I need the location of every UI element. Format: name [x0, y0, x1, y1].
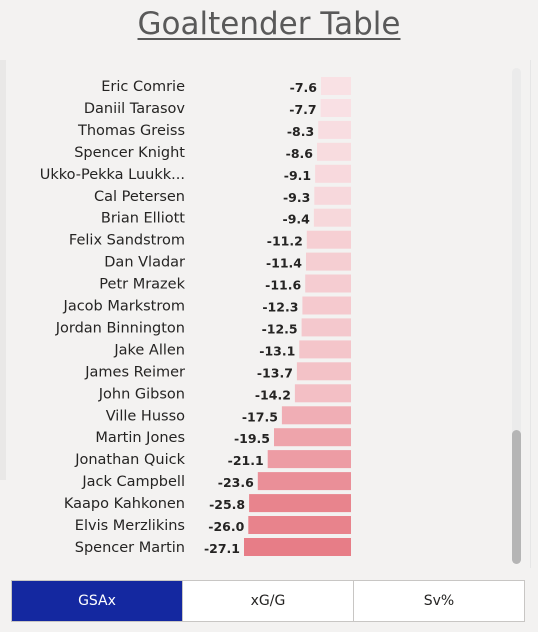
table-panel: [0, 60, 531, 568]
side-handle: [0, 60, 6, 480]
category-label: Martin Jones: [95, 430, 185, 446]
data-label: -9.4: [283, 212, 311, 227]
bar[interactable]: [305, 274, 351, 293]
category-label: Ukko-Pekka Luukk...: [40, 167, 185, 183]
data-label: -9.1: [284, 168, 311, 183]
bar[interactable]: [318, 120, 351, 139]
data-label: -11.6: [265, 278, 301, 293]
bar[interactable]: [301, 318, 351, 337]
scrollbar-thumb[interactable]: [512, 430, 521, 564]
category-label: Ville Husso: [106, 408, 185, 424]
data-label: -21.1: [228, 453, 264, 468]
bar[interactable]: [320, 99, 351, 117]
category-label: Jordan Binnington: [55, 320, 185, 336]
category-label: Eric Comrie: [101, 79, 185, 95]
category-label: Dan Vladar: [104, 255, 185, 271]
category-label: Thomas Greiss: [77, 123, 185, 139]
data-label: -8.6: [286, 146, 314, 161]
category-label: Jake Allen: [113, 342, 185, 358]
data-label: -13.7: [257, 365, 293, 380]
bar[interactable]: [306, 230, 351, 249]
tab-xg-per-game[interactable]: xG/G: [183, 581, 354, 621]
scrollbar-track[interactable]: [512, 68, 521, 564]
data-label: -14.2: [255, 387, 291, 402]
category-label: Felix Sandstrom: [69, 233, 185, 249]
metric-tabs: GSAx xG/G Sv%: [11, 580, 525, 622]
data-label: -7.7: [289, 102, 316, 117]
goaltender-bar-chart: Eric Comrie -7.6 Daniil Tarasov -7.7 Thomas …: [40, 77, 351, 556]
bar[interactable]: [274, 428, 351, 447]
bar[interactable]: [306, 252, 351, 271]
data-label: -19.5: [234, 431, 270, 446]
category-label: Jonathan Quick: [74, 452, 185, 468]
category-label: Daniil Tarasov: [84, 101, 186, 117]
data-label: -12.3: [262, 300, 298, 315]
category-label: Brian Elliott: [101, 211, 185, 227]
bar[interactable]: [248, 516, 351, 534]
category-label: Petr Mrazek: [99, 277, 185, 293]
tab-save-percentage[interactable]: Sv%: [354, 581, 524, 621]
data-label: -27.1: [204, 541, 240, 556]
data-label: -23.6: [218, 475, 254, 490]
page-title: Goaltender Table: [137, 6, 401, 42]
category-label: Spencer Knight: [74, 145, 185, 161]
bar[interactable]: [315, 164, 351, 183]
category-label: Jacob Markstrom: [63, 299, 185, 315]
category-label: James Reimer: [84, 364, 185, 380]
bar[interactable]: [299, 340, 351, 359]
data-label: -7.6: [290, 80, 318, 95]
data-label: -25.8: [209, 497, 245, 512]
category-label: Spencer Martin: [75, 540, 185, 556]
category-label: John Gibson: [98, 386, 185, 402]
data-label: -12.5: [262, 321, 298, 336]
data-label: -8.3: [287, 124, 314, 139]
data-label: -11.2: [267, 234, 303, 249]
bar[interactable]: [314, 186, 351, 205]
bar[interactable]: [267, 450, 351, 469]
bar[interactable]: [302, 296, 351, 315]
data-label: -9.3: [283, 190, 310, 205]
bar[interactable]: [313, 208, 351, 227]
data-label: -17.5: [242, 409, 278, 424]
data-label: -26.0: [208, 519, 244, 534]
bar[interactable]: [317, 142, 351, 161]
category-label: Elvis Merzlikins: [75, 518, 185, 534]
bar[interactable]: [294, 384, 351, 403]
bar[interactable]: [321, 77, 351, 95]
bar[interactable]: [281, 406, 351, 425]
category-label: Cal Petersen: [94, 189, 185, 205]
category-label: Jack Campbell: [81, 474, 185, 490]
tab-gsax[interactable]: GSAx: [12, 581, 183, 621]
category-label: Kaapo Kahkonen: [64, 496, 185, 512]
data-label: -11.4: [266, 256, 302, 271]
bar[interactable]: [257, 472, 351, 491]
bar[interactable]: [296, 362, 351, 381]
bar[interactable]: [244, 538, 351, 556]
bar[interactable]: [249, 494, 351, 513]
data-label: -13.1: [259, 343, 295, 358]
